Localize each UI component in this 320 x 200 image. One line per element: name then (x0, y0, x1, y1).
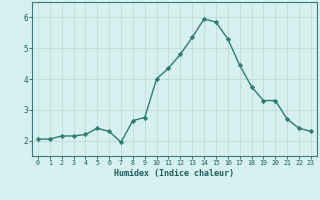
X-axis label: Humidex (Indice chaleur): Humidex (Indice chaleur) (115, 169, 234, 178)
